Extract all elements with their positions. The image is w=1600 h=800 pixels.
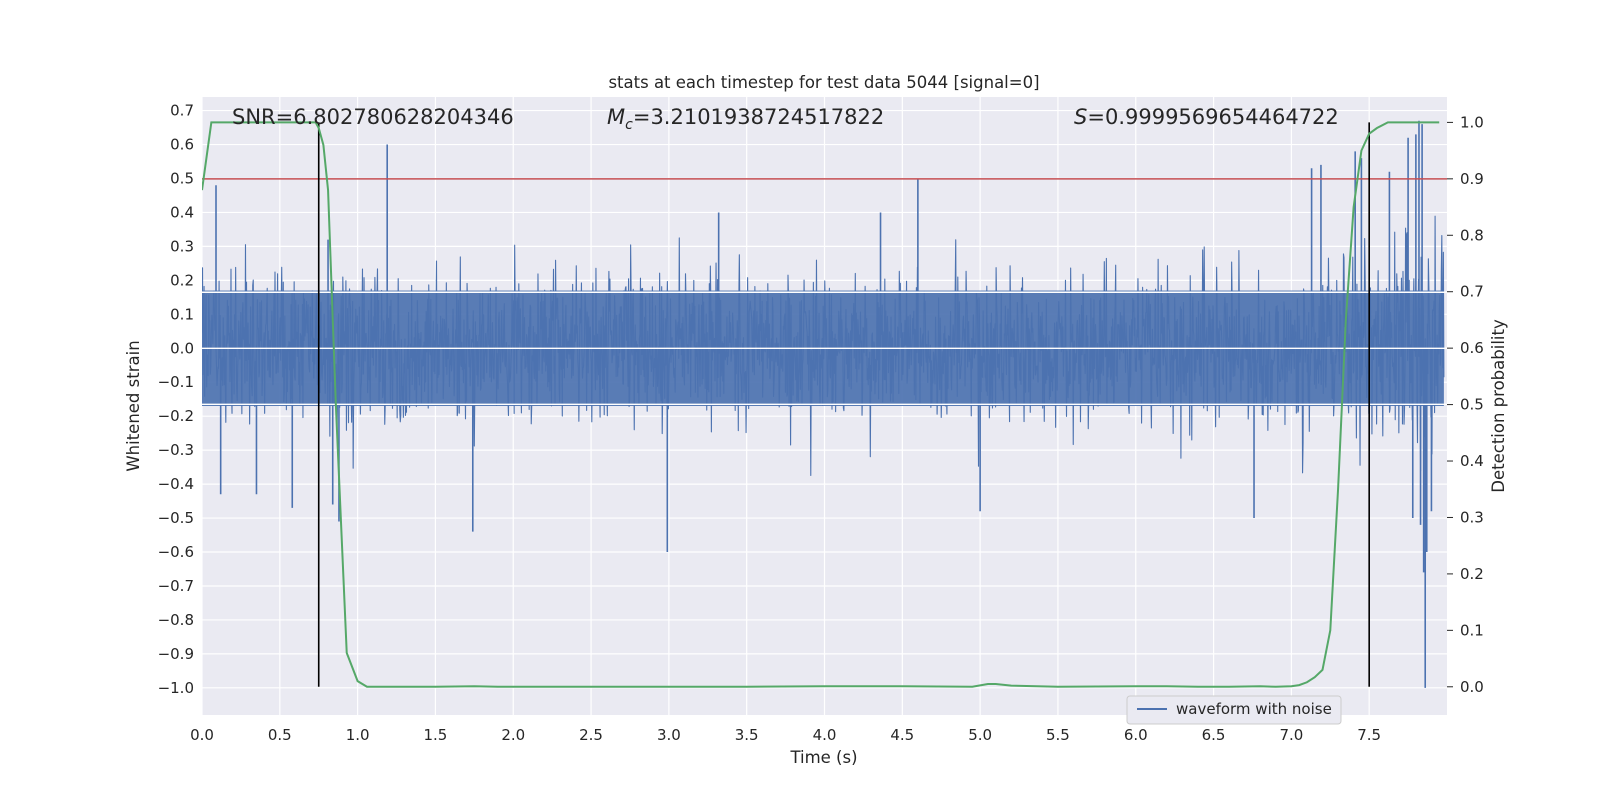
- y-tick-label-right: 0.9: [1460, 170, 1484, 188]
- y-tick-label-left: −0.4: [158, 475, 194, 493]
- y-tick-label-right: 0.4: [1460, 452, 1484, 470]
- y-tick-label-left: 0.7: [170, 102, 194, 120]
- series-detection-probability: [202, 121, 1440, 688]
- x-tick-label: 6.5: [1202, 726, 1226, 744]
- x-tick-label: 7.0: [1279, 726, 1303, 744]
- snr-annotation: SNR=6.802780628204346: [232, 105, 514, 129]
- x-tick-label: 1.0: [346, 726, 370, 744]
- x-tick-label: 5.5: [1046, 726, 1070, 744]
- snr-label: SNR: [232, 105, 276, 129]
- legend-label-waveform: waveform with noise: [1176, 700, 1332, 718]
- y-tick-label-left: −0.8: [158, 611, 194, 629]
- mc-annotation: Mc=3.2101938724517822: [607, 105, 884, 133]
- y-tick-label-left: 0.2: [170, 271, 194, 289]
- y-tick-label-left: −0.3: [158, 441, 194, 459]
- mc-subscript: c: [625, 117, 633, 133]
- chart-title: stats at each timestep for test data 504…: [608, 73, 1039, 92]
- s-annotation: S=0.9999569654464722: [1074, 105, 1339, 129]
- x-tick-label: 0.0: [190, 726, 214, 744]
- mc-value: 3.2101938724517822: [650, 105, 884, 129]
- y-axis-title-right: Detection probability: [1489, 319, 1508, 493]
- x-tick-label: 4.0: [813, 726, 837, 744]
- x-tick-label: 6.0: [1124, 726, 1148, 744]
- snr-value: 6.802780628204346: [293, 105, 513, 129]
- y-tick-label-right: 0.3: [1460, 508, 1484, 526]
- y-tick-label-right: 0.0: [1460, 678, 1484, 696]
- y-tick-label-right: 0.8: [1460, 226, 1484, 244]
- axes: 0.0 0.5 1.0 1.5 2.0 2.5 3.0 3.5 4.0 4.5 5.0 5.5 6.0 6…: [158, 102, 1484, 744]
- y-tick-label-left: 0.4: [170, 203, 194, 221]
- data-layer: [202, 120, 1447, 688]
- y-tick-label-left: 0.0: [170, 339, 194, 357]
- legend: waveform with noise: [1126, 695, 1342, 725]
- x-tick-label: 4.5: [890, 726, 914, 744]
- y-tick-label-left: −0.7: [158, 577, 194, 595]
- y-tick-label-right: 0.1: [1460, 621, 1484, 639]
- x-axis-title: Time (s): [789, 748, 857, 767]
- y-tick-label-left: −0.2: [158, 407, 194, 425]
- y-tick-label-left: 0.3: [170, 237, 194, 255]
- s-value: 0.9999569654464722: [1105, 105, 1339, 129]
- x-tick-label: 2.5: [579, 726, 603, 744]
- x-tick-label: 3.0: [657, 726, 681, 744]
- y-tick-label-left: 0.6: [170, 136, 194, 154]
- y-tick-label-left: −1.0: [158, 679, 194, 697]
- y-tick-label-right: 0.5: [1460, 396, 1484, 414]
- y-tick-label-left: −0.6: [158, 543, 194, 561]
- mc-label: M: [607, 105, 625, 129]
- y-tick-label-right: 0.7: [1460, 283, 1484, 301]
- x-tick-label: 7.5: [1357, 726, 1381, 744]
- y-tick-label-right: 0.2: [1460, 565, 1484, 583]
- x-tick-label: 3.5: [735, 726, 759, 744]
- x-tick-label: 2.0: [501, 726, 525, 744]
- y-axis-title-left: Whitened strain: [124, 340, 143, 471]
- y-tick-label-left: −0.9: [158, 645, 194, 663]
- legend-box: [1126, 695, 1342, 725]
- x-tick-label: 0.5: [268, 726, 292, 744]
- y-tick-label-left: 0.1: [170, 305, 194, 323]
- x-tick-label: 5.0: [968, 726, 992, 744]
- y-tick-label-left: −0.1: [158, 373, 194, 391]
- y-tick-label-right: 1.0: [1460, 113, 1484, 131]
- y-tick-label-left: 0.5: [170, 169, 194, 187]
- x-tick-label: 1.5: [424, 726, 448, 744]
- s-label: S: [1074, 105, 1087, 129]
- y-tick-label-left: −0.5: [158, 509, 194, 527]
- y-tick-label-right: 0.6: [1460, 339, 1484, 357]
